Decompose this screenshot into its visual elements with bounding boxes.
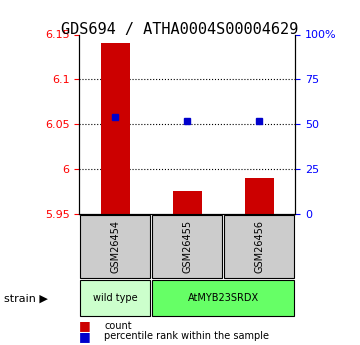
Text: AtMYB23SRDX: AtMYB23SRDX [188,294,259,303]
Text: count: count [104,321,132,331]
Text: GDS694 / ATHA0004S00004629: GDS694 / ATHA0004S00004629 [61,22,299,37]
Text: GSM26454: GSM26454 [110,220,120,273]
Bar [101,43,130,214]
Text: ■: ■ [79,330,91,343]
Text: GSM26456: GSM26456 [254,220,264,273]
Text: strain ▶: strain ▶ [4,294,48,303]
Bar [245,178,274,214]
Bar [173,191,202,214]
Text: GSM26455: GSM26455 [182,220,192,273]
Text: ■: ■ [79,319,91,333]
Text: percentile rank within the sample: percentile rank within the sample [104,332,269,341]
Text: wild type: wild type [93,294,138,303]
